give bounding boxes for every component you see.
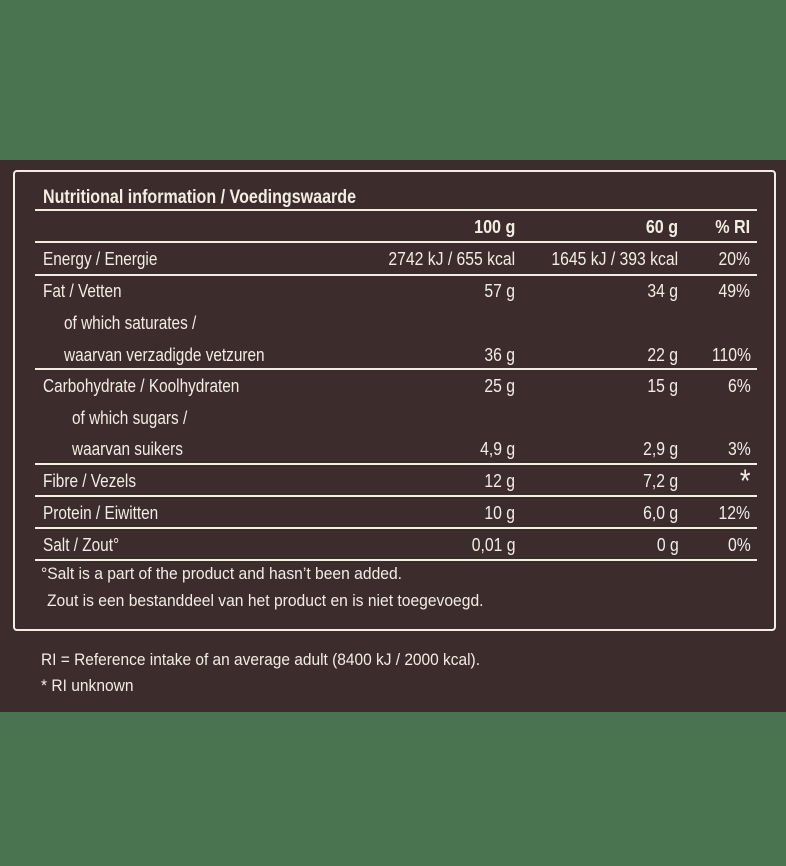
- packaging-bottom-band: [0, 712, 786, 866]
- row-protein-value-ri: 12%: [719, 501, 751, 523]
- row-energy-value-60g: 1645 kJ / 393 kcal: [551, 248, 679, 270]
- row-separator: [35, 367, 757, 370]
- row-sugars-value-ri: 3%: [727, 437, 751, 459]
- row-fat-label: Fat / Vetten: [42, 280, 122, 302]
- header-separator: [35, 240, 757, 243]
- row-fibre-value-60g: 7,2 g: [643, 469, 679, 491]
- row-saturates-label-en: of which saturates /: [64, 312, 197, 333]
- row-saturates-value-60g: 22 g: [647, 343, 679, 365]
- row-separator: [35, 494, 757, 497]
- footnote-salt-en: °Salt is a part of the product and hasn’…: [40, 564, 402, 584]
- nutrition-table-title: Nutritional information / Voedingswaarde: [43, 185, 423, 209]
- column-header-percent-ri: % RI: [715, 215, 751, 237]
- row-fibre-label: Fibre / Vezels: [42, 469, 136, 491]
- nutrition-table-border: [12, 169, 776, 631]
- row-salt-value-ri: 0%: [727, 533, 751, 555]
- row-sugars-value-100g: 4,9 g: [480, 437, 516, 459]
- row-separator: [35, 462, 757, 465]
- row-fibre-value-100g: 12 g: [484, 469, 516, 491]
- nutrition-table-title-text: Nutritional information / Voedingswaarde: [43, 185, 357, 208]
- row-sugars-value-60g: 2,9 g: [643, 437, 679, 459]
- row-sugars-label-nl: waarvan suikers: [71, 437, 183, 459]
- row-fat-value-ri: 49%: [719, 280, 751, 302]
- row-salt-value-100g: 0,01 g: [471, 533, 516, 555]
- row-saturates-value-100g: 36 g: [484, 343, 516, 365]
- row-energy-value-ri: 20%: [719, 248, 751, 270]
- row-protein-value-60g: 6,0 g: [643, 501, 679, 523]
- row-carbohydrate-label: Carbohydrate / Koolhydraten: [42, 374, 239, 396]
- row-separator: [35, 526, 757, 529]
- row-fibre-value-ri: *: [739, 463, 751, 499]
- row-separator: [35, 558, 757, 561]
- row-protein-label: Protein / Eiwitten: [42, 501, 158, 523]
- row-fat-value-100g: 57 g: [484, 280, 516, 302]
- row-separator: [35, 273, 757, 276]
- row-salt-label: Salt / Zout°: [42, 533, 119, 555]
- column-header-60g: 60 g: [646, 215, 679, 237]
- footnote-salt-nl: Zout is een bestanddeel van het product …: [47, 590, 484, 610]
- title-underline: [35, 208, 757, 211]
- row-energy-value-100g: 2742 kJ / 655 kcal: [388, 248, 516, 270]
- row-carbohydrate-value-100g: 25 g: [484, 374, 516, 396]
- row-salt-value-60g: 0 g: [656, 533, 679, 555]
- row-saturates-value-ri: 110%: [711, 343, 751, 365]
- row-saturates-label-nl: waarvan verzadigde vetzuren: [64, 343, 265, 365]
- column-header-100g: 100 g: [474, 215, 516, 237]
- row-fat-value-60g: 34 g: [647, 280, 679, 302]
- row-carbohydrate-value-ri: 6%: [727, 374, 751, 396]
- row-protein-value-100g: 10 g: [484, 501, 516, 523]
- row-carbohydrate-value-60g: 15 g: [647, 374, 679, 396]
- row-sugars-label-en: of which sugars /: [71, 406, 187, 428]
- row-energy-label: Energy / Energie: [42, 248, 157, 270]
- legend-ri-unknown: * RI unknown: [40, 676, 134, 696]
- legend-reference-intake: RI = Reference intake of an average adul…: [40, 650, 480, 670]
- nutrition-panel-background: [0, 160, 786, 712]
- packaging-top-band: [0, 0, 786, 160]
